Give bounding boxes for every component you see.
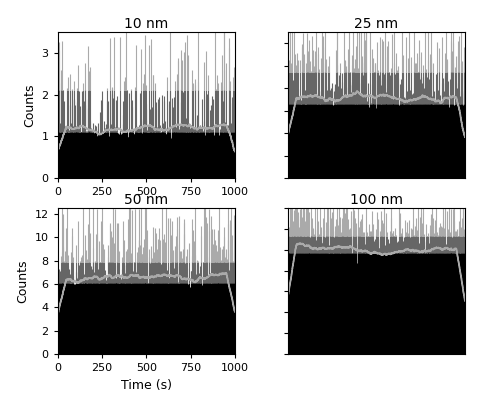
Title: 50 nm: 50 nm (124, 193, 168, 207)
Y-axis label: Counts: Counts (16, 259, 29, 303)
X-axis label: Time (s): Time (s) (121, 378, 172, 392)
Title: 25 nm: 25 nm (354, 17, 399, 31)
Title: 100 nm: 100 nm (350, 193, 403, 207)
Y-axis label: Counts: Counts (23, 83, 36, 127)
Title: 10 nm: 10 nm (124, 17, 168, 31)
